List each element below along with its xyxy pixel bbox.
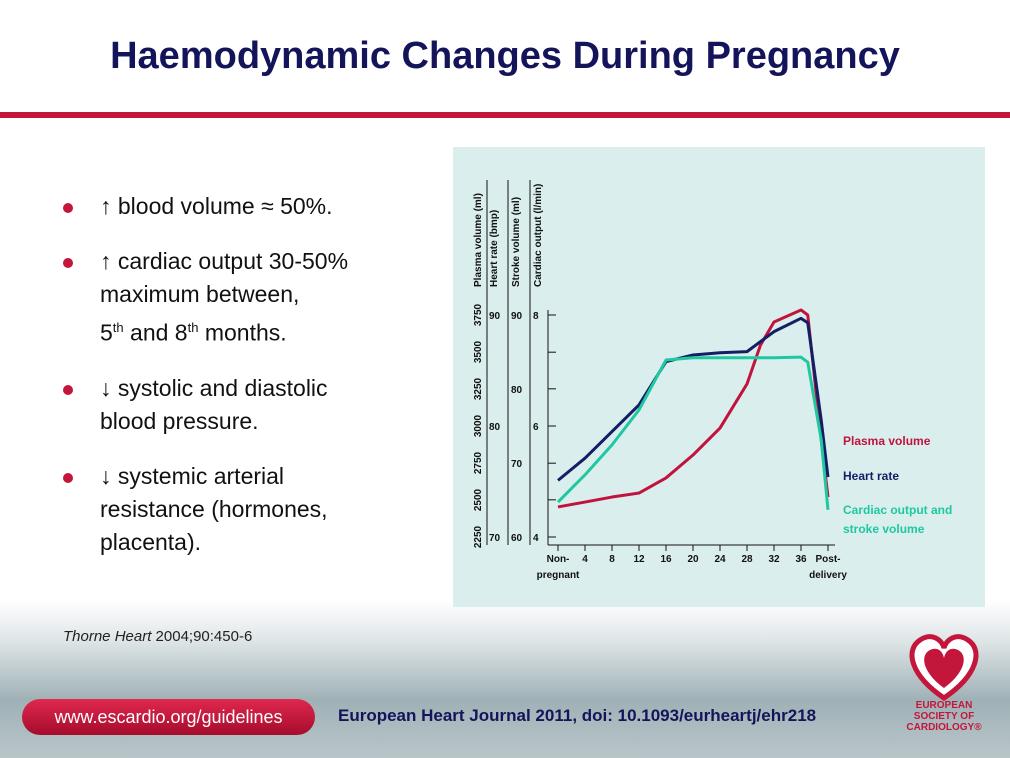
y-tick-label: 3000 (473, 414, 484, 437)
bullet-text: months. (198, 319, 287, 346)
logo-line: EUROPEAN (915, 700, 973, 711)
logo-text: EUROPEAN SOCIETY OF CARDIOLOGY® (902, 700, 986, 733)
citation-journal: Thorne Heart (63, 628, 152, 645)
y-tick-label: 70 (511, 459, 523, 470)
y-tick-label: 90 (489, 311, 501, 322)
superscript: th (112, 320, 124, 335)
y-tick-label: 90 (511, 311, 523, 322)
x-tick-label: 16 (660, 554, 672, 565)
bullet-list: ↑ blood volume ≈ 50%. ↑ cardiac output 30… (60, 190, 440, 581)
x-tick-label: 36 (795, 554, 807, 565)
y-tick-label: 80 (511, 385, 523, 396)
x-tick-label: 28 (741, 554, 753, 565)
legend-entry: Heart rate (843, 469, 900, 483)
x-tick-label: Non-pregnant (536, 554, 580, 581)
axis-title: Heart rate (bmp) (489, 210, 500, 287)
bullet-text: maximum between, (100, 281, 300, 307)
x-tick-label: 4 (582, 554, 588, 565)
axis-title: Stroke volume (ml) (511, 197, 522, 287)
bullet-text: ↑ cardiac output 30-50% (100, 248, 349, 274)
y-tick-label: 2750 (473, 451, 484, 474)
x-tick-label: 24 (714, 554, 726, 565)
citation-ref: 2004;90:450-6 (151, 628, 253, 645)
figure-panel (453, 147, 985, 607)
y-tick-label: 3750 (473, 303, 484, 326)
bullet: ↑ cardiac output 30-50% maximum between, 5… (60, 245, 440, 350)
logo-line: SOCIETY OF (913, 711, 975, 722)
y-tick-label: 60 (511, 533, 523, 544)
citation: Thorne Heart 2004;90:450-6 (63, 628, 252, 645)
title: Haemodynamic Changes During Pregnancy (110, 35, 900, 77)
y-tick-label: 2500 (473, 488, 484, 511)
y-tick-label: 6 (533, 422, 539, 433)
x-tick-label: 20 (687, 554, 699, 565)
source: European Heart Journal 2011, doi: 10.109… (338, 706, 817, 725)
bullet-text: ↓ systolic and diastolic (100, 374, 328, 401)
bullet-text: placenta). (100, 528, 202, 555)
x-tick-label: 12 (633, 554, 645, 565)
y-tick-label: 2250 (473, 525, 484, 548)
axis-title: Plasma volume (ml) (473, 193, 484, 287)
legend-entry: Cardiac output and stroke volume (843, 503, 953, 536)
bullet: ↓ systemic arterial resistance (hormones,… (60, 460, 440, 559)
x-tick-label: 8 (609, 554, 615, 565)
legend-entry: Plasma volume (843, 434, 931, 448)
bullet-text: and 8 (123, 319, 188, 346)
bullet-text: 5 (100, 319, 113, 346)
bullet-text: ↓ systemic arterial (100, 462, 285, 489)
y-tick-label: 3250 (473, 377, 484, 400)
series-line (556, 355, 830, 510)
series-line (557, 316, 830, 482)
bullet-text: resistance (hormones, (100, 495, 328, 522)
guidelines-link[interactable]: www.escardio.org/guidelines (22, 699, 315, 735)
bullet-text: blood pressure. (100, 407, 259, 434)
axis-title: Cardiac output (l/min) (533, 184, 544, 287)
y-tick-label: 80 (489, 422, 501, 433)
bullet: ↑ blood volume ≈ 50%. (60, 190, 440, 223)
y-tick-label: 3500 (473, 340, 484, 363)
bullet: ↓ systolic and diastolic blood pressure. (60, 372, 440, 438)
y-tick-label: 4 (533, 533, 539, 544)
y-tick-label: 70 (489, 533, 501, 544)
title-rule (0, 112, 1010, 118)
series-line (557, 308, 830, 509)
bullet-text: ↑ blood volume ≈ 50%. (100, 193, 333, 219)
x-tick-label: Post-delivery (809, 554, 847, 581)
logo-line: CARDIOLOGY® (906, 722, 982, 733)
x-tick-label: 32 (768, 554, 780, 565)
superscript: th (187, 320, 199, 335)
y-tick-label: 8 (533, 311, 539, 322)
